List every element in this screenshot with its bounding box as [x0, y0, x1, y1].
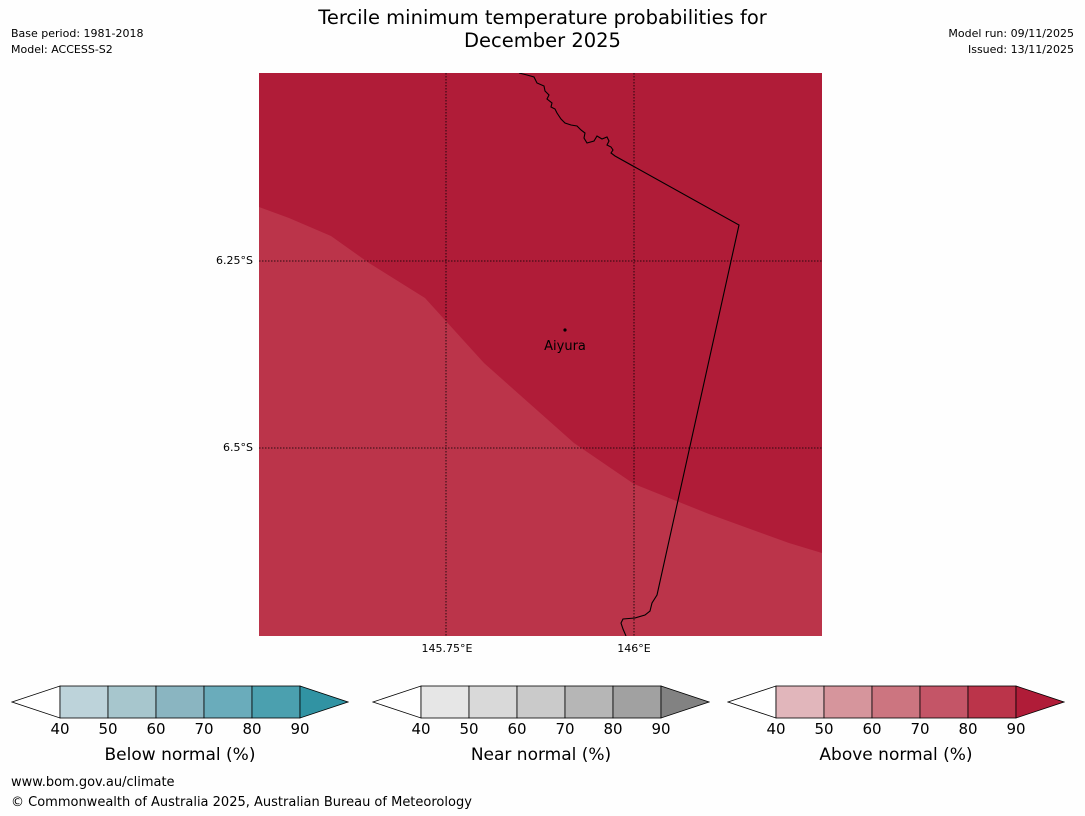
colorbar-tick-label: 40: [411, 720, 431, 738]
aiyura-label: Aiyura: [544, 339, 586, 354]
metadata-right: Model run: 09/11/2025 Issued: 13/11/2025: [948, 26, 1074, 58]
colorbar-tick-label: 50: [814, 720, 834, 738]
colorbar-tick-label: 60: [862, 720, 882, 738]
colorbar-title: Below normal (%): [104, 745, 256, 765]
colorbar-tick-label: 70: [194, 720, 214, 738]
colorbar-segment: [775, 685, 825, 719]
colorbar-segment: [251, 685, 301, 719]
lat-label-6-5: 6.5°S: [223, 441, 253, 454]
colorbar-segment: [107, 685, 157, 719]
colorbar-tick-label: 80: [958, 720, 978, 738]
colorbar-segment: [919, 685, 969, 719]
colorbar-segment: [420, 685, 470, 719]
colorbar-segment: [59, 685, 109, 719]
colorbar-segment: [871, 685, 921, 719]
footer-copyright: © Commonwealth of Australia 2025, Austra…: [11, 795, 472, 810]
colorbar-extension-high: [660, 685, 710, 719]
title-line-1: Tercile minimum temperature probabilitie…: [318, 6, 767, 29]
colorbar-extension-low: [727, 685, 777, 719]
colorbar-extension-low: [11, 685, 61, 719]
border-line: [518, 73, 740, 636]
colorbar-segment: [155, 685, 205, 719]
colorbar-tick-label: 60: [507, 720, 527, 738]
issued-date: Issued: 13/11/2025: [967, 43, 1074, 56]
map-title: Tercile minimum temperature probabilitie…: [0, 6, 1085, 52]
colorbar-tick-label: 70: [910, 720, 930, 738]
colorbar-tick-label: 70: [555, 720, 575, 738]
colorbar-title: Above normal (%): [819, 745, 973, 765]
colorbar-segment: [967, 685, 1017, 719]
colorbar-segment: [516, 685, 566, 719]
colorbar-tick-label: 90: [290, 720, 310, 738]
colorbar-extension-low: [372, 685, 422, 719]
colorbar-2: [727, 685, 1065, 719]
aiyura-marker: [563, 328, 567, 332]
above-normal-80-90-region: [259, 207, 822, 636]
colorbar-segment: [203, 685, 253, 719]
colorbar-tick-label: 80: [603, 720, 623, 738]
colorbar-segment: [823, 685, 873, 719]
colorbar-extension-high: [299, 685, 349, 719]
base-period: Base period: 1981-2018: [11, 27, 144, 40]
colorbar-tick-label: 90: [1006, 720, 1026, 738]
metadata-left: Base period: 1981-2018 Model: ACCESS-S2: [11, 26, 143, 58]
colorbar-segment: [468, 685, 518, 719]
colorbar-title: Near normal (%): [470, 745, 612, 765]
lon-label-146: 146°E: [617, 642, 651, 655]
colorbar-tick-label: 40: [766, 720, 786, 738]
colorbar-extension-high: [1015, 685, 1065, 719]
colorbar-tick-label: 50: [98, 720, 118, 738]
colorbar-0: [11, 685, 349, 719]
title-line-2: December 2025: [464, 29, 621, 52]
colorbar-1: [372, 685, 710, 719]
model-run: Model run: 09/11/2025: [948, 27, 1074, 40]
model-name: Model: ACCESS-S2: [11, 43, 113, 56]
colorbar-tick-label: 60: [146, 720, 166, 738]
colorbar-tick-label: 50: [459, 720, 479, 738]
map-panel: Aiyura: [259, 73, 822, 636]
colorbar-tick-label: 90: [651, 720, 671, 738]
lon-label-145-75: 145.75°E: [421, 642, 473, 655]
colorbar-segment: [564, 685, 614, 719]
footer-url: www.bom.gov.au/climate: [11, 775, 175, 790]
colorbar-tick-label: 80: [242, 720, 262, 738]
colorbar-segment: [612, 685, 662, 719]
lat-label-6-25: 6.25°S: [216, 254, 253, 267]
colorbar-tick-label: 40: [50, 720, 70, 738]
